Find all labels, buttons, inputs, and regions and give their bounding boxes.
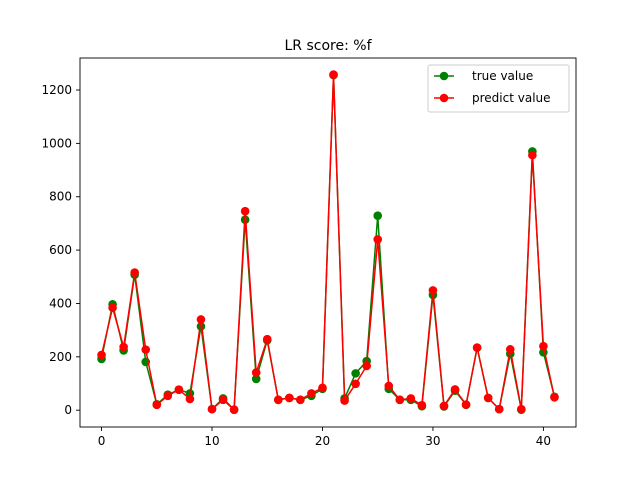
data-point-predict-value: [494, 404, 504, 414]
y-tick-label: 1000: [41, 136, 72, 150]
x-tick-label: 40: [536, 434, 551, 448]
data-point-predict-value: [185, 394, 195, 404]
data-point-predict-value: [207, 404, 217, 414]
y-tick-label: 400: [49, 296, 72, 310]
data-point-predict-value: [417, 400, 427, 410]
y-tick-label: 600: [49, 243, 72, 257]
data-point-predict-value: [97, 350, 106, 360]
legend-box: [427, 64, 570, 113]
data-point-predict-value: [196, 315, 206, 324]
data-point-predict-value: [163, 391, 173, 401]
legend-marker-predict-value: [439, 93, 449, 103]
plot-lines: [97, 70, 559, 414]
data-point-predict-value: [119, 342, 128, 352]
data-point-predict-value: [483, 393, 493, 403]
y-tick-label: 0: [64, 403, 72, 417]
data-point-predict-value: [528, 150, 537, 160]
data-point-true-value: [196, 322, 206, 331]
data-point-predict-value: [174, 385, 184, 394]
legend-label-predict-value: predict value: [472, 91, 551, 105]
x-tick-label: 0: [98, 434, 106, 448]
data-point-predict-value: [152, 400, 162, 410]
data-point-predict-value: [517, 404, 526, 414]
y-tick-label: 200: [49, 350, 72, 364]
data-point-true-value: [373, 211, 383, 220]
data-point-predict-value: [539, 341, 548, 351]
data-point-predict-value: [262, 334, 272, 344]
data-point-predict-value: [340, 396, 349, 405]
data-point-predict-value: [461, 400, 471, 409]
data-point-predict-value: [229, 405, 239, 414]
axes-frame: [79, 57, 577, 428]
data-point-predict-value: [505, 345, 515, 354]
y-tick-label: 1200: [41, 83, 72, 97]
data-point-predict-value: [384, 381, 394, 391]
x-tick-label: 10: [204, 434, 219, 448]
data-point-predict-value: [307, 389, 316, 398]
data-point-predict-value: [218, 395, 228, 405]
data-point-predict-value: [362, 361, 371, 371]
data-point-predict-value: [108, 303, 117, 313]
data-point-predict-value: [351, 379, 360, 389]
data-point-true-value: [351, 369, 360, 378]
legend-label-true-value: true value: [472, 69, 533, 83]
data-point-predict-value: [428, 286, 438, 295]
data-point-predict-value: [130, 268, 139, 277]
data-point-predict-value: [251, 368, 261, 377]
data-point-predict-value: [472, 343, 482, 352]
data-point-predict-value: [273, 395, 283, 405]
data-point-predict-value: [141, 345, 151, 354]
data-point-predict-value: [373, 235, 383, 244]
data-point-predict-value: [318, 383, 327, 393]
legend-marker-true-value: [439, 71, 449, 81]
data-point-predict-value: [329, 70, 338, 79]
data-point-predict-value: [450, 385, 460, 394]
data-point-true-value: [251, 374, 261, 384]
x-tick-label: 20: [315, 434, 330, 448]
data-point-predict-value: [296, 395, 305, 405]
legend: true value predict value: [427, 64, 570, 113]
data-point-predict-value: [240, 206, 250, 216]
y-tick-label: 800: [49, 190, 72, 204]
data-point-predict-value: [285, 393, 294, 403]
chart-title: LR score: %f: [285, 38, 373, 54]
x-tick-label: 30: [425, 434, 440, 448]
data-point-predict-value: [395, 395, 405, 405]
data-point-predict-value: [439, 401, 449, 411]
data-point-predict-value: [406, 394, 416, 403]
data-point-predict-value: [550, 393, 559, 402]
